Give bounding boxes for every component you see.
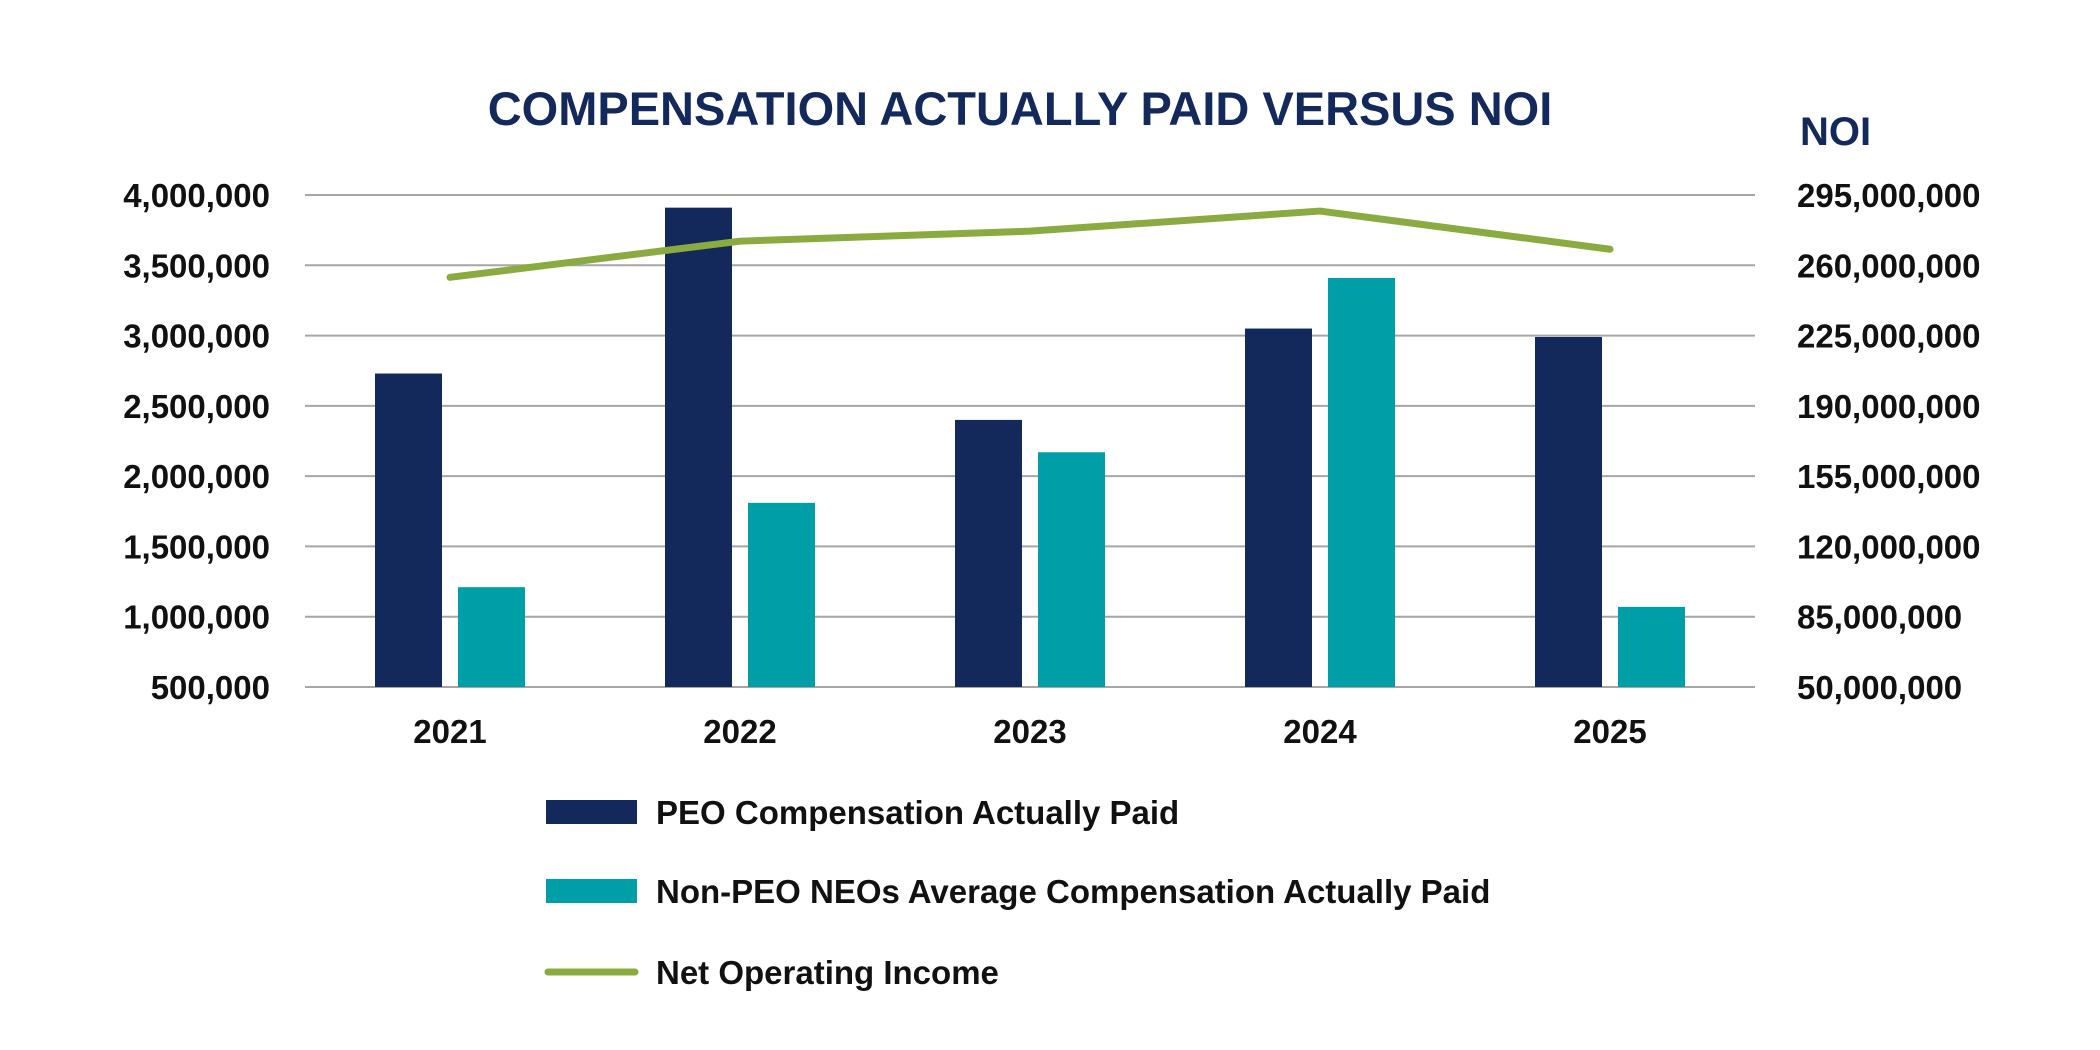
left-axis-tick-label: 3,000,000 [123,318,270,355]
x-axis-tick-label: 2022 [703,713,776,750]
bar-peo [1245,328,1312,687]
left-axis-ticks: 500,000 1,000,000 1,500,000 2,000,000 2,500,… [123,177,270,706]
left-axis-tick-label: 2,000,000 [123,458,270,495]
legend-swatch [546,800,637,824]
legend-label: Net Operating Income [656,954,999,991]
x-axis-tick-label: 2023 [993,713,1066,750]
x-axis-tick-label: 2024 [1283,713,1357,750]
bar-peo [955,419,1022,687]
right-axis-tick-label: 225,000,000 [1797,318,1981,355]
bar-non-peo [748,502,815,687]
left-axis-tick-label: 1,000,000 [123,599,270,636]
left-axis-tick-label: 2,500,000 [123,388,270,425]
right-axis-tick-label: 295,000,000 [1797,177,1981,214]
bars [375,207,1685,687]
left-axis-tick-label: 1,500,000 [123,528,270,565]
right-axis-tick-label: 120,000,000 [1797,528,1981,565]
legend-swatch [546,879,637,903]
right-axis-tick-label: 260,000,000 [1797,247,1981,284]
bar-peo [375,373,442,687]
right-axis-tick-label: 50,000,000 [1797,669,1962,706]
right-axis-ticks: 50,000,000 85,000,000 120,000,000 155,000,0… [1797,177,1981,706]
bar-peo [1535,336,1602,687]
x-axis-tick-label: 2025 [1573,713,1646,750]
x-axis-ticks: 2021 2022 2023 2024 2025 [413,713,1646,750]
left-axis-tick-label: 3,500,000 [123,247,270,284]
bar-non-peo [1328,277,1395,687]
legend-label: Non-PEO NEOs Average Compensation Actual… [656,873,1490,910]
legend: PEO Compensation Actually Paid Non-PEO NE… [544,794,1490,991]
left-axis-tick-label: 4,000,000 [123,177,270,214]
chart-title: COMPENSATION ACTUALLY PAID VERSUS NOI [488,82,1553,135]
noi-line-series [446,207,1614,281]
legend-label: PEO Compensation Actually Paid [656,794,1179,831]
noi-line [446,207,1614,281]
right-axis-tick-label: 155,000,000 [1797,458,1981,495]
bar-non-peo [1038,452,1105,687]
right-axis-label: NOI [1800,110,1871,154]
right-axis-tick-label: 85,000,000 [1797,599,1962,636]
right-axis-tick-label: 190,000,000 [1797,388,1981,425]
bar-non-peo [1618,606,1685,687]
bar-peo [665,207,732,687]
left-axis-tick-label: 500,000 [151,669,270,706]
x-axis-tick-label: 2021 [413,713,486,750]
bar-non-peo [458,587,525,687]
